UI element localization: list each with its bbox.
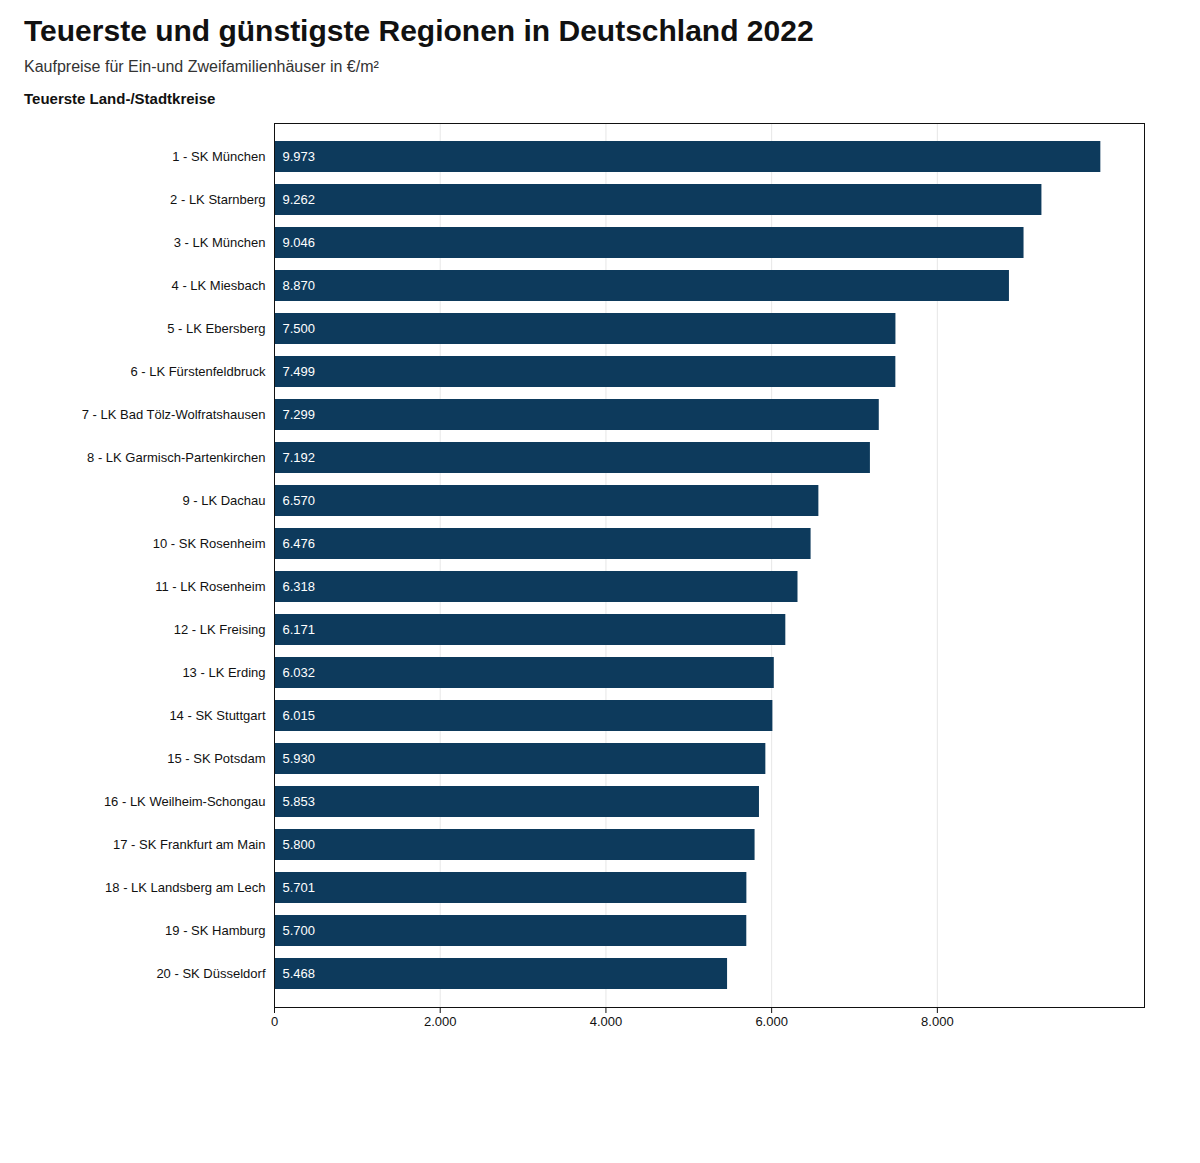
svg-text:5.800: 5.800 xyxy=(283,837,316,852)
svg-text:4 - LK Miesbach: 4 - LK Miesbach xyxy=(172,278,266,293)
svg-text:7.299: 7.299 xyxy=(283,407,316,422)
svg-text:20 - SK Düsseldorf: 20 - SK Düsseldorf xyxy=(156,966,265,981)
svg-text:9.973: 9.973 xyxy=(283,149,316,164)
svg-text:9 - LK Dachau: 9 - LK Dachau xyxy=(182,493,265,508)
svg-text:10 - SK Rosenheim: 10 - SK Rosenheim xyxy=(153,536,266,551)
svg-text:0: 0 xyxy=(271,1014,278,1029)
svg-text:8 - LK Garmisch-Partenkirchen: 8 - LK Garmisch-Partenkirchen xyxy=(87,450,265,465)
svg-text:5.930: 5.930 xyxy=(283,751,316,766)
svg-text:7.500: 7.500 xyxy=(283,321,316,336)
svg-text:5.700: 5.700 xyxy=(283,923,316,938)
svg-text:16 - LK Weilheim-Schongau: 16 - LK Weilheim-Schongau xyxy=(104,794,266,809)
svg-text:18 - LK Landsberg am Lech: 18 - LK Landsberg am Lech xyxy=(105,880,265,895)
svg-text:6.000: 6.000 xyxy=(755,1014,788,1029)
html-text:Teuerste Land-/Stadtkreise: Teuerste Land-/Stadtkreise xyxy=(24,90,216,107)
svg-text:19 - SK Hamburg: 19 - SK Hamburg xyxy=(165,923,265,938)
svg-text:8.870: 8.870 xyxy=(283,278,316,293)
svg-text:1 - SK München: 1 - SK München xyxy=(172,149,265,164)
html-text:Kaufpreise für Ein-und Zweifam: Kaufpreise für Ein-und Zweifamilienhäuse… xyxy=(24,58,379,75)
svg-text:8.000: 8.000 xyxy=(921,1014,954,1029)
svg-text:5.468: 5.468 xyxy=(283,966,316,981)
svg-text:6.318: 6.318 xyxy=(283,579,316,594)
svg-text:14 - SK Stuttgart: 14 - SK Stuttgart xyxy=(169,708,265,723)
svg-text:7.192: 7.192 xyxy=(283,450,316,465)
svg-text:7 - LK Bad Tölz-Wolfratshausen: 7 - LK Bad Tölz-Wolfratshausen xyxy=(82,407,266,422)
svg-text:6.032: 6.032 xyxy=(283,665,316,680)
svg-text:12 - LK Freising: 12 - LK Freising xyxy=(174,622,266,637)
svg-text:17 - SK Frankfurt am Main: 17 - SK Frankfurt am Main xyxy=(113,837,265,852)
svg-text:6.570: 6.570 xyxy=(283,493,316,508)
svg-text:11 - LK Rosenheim: 11 - LK Rosenheim xyxy=(155,579,265,594)
svg-text:4.000: 4.000 xyxy=(590,1014,623,1029)
svg-text:5 - LK Ebersberg: 5 - LK Ebersberg xyxy=(167,321,265,336)
svg-text:13 - LK Erding: 13 - LK Erding xyxy=(182,665,265,680)
svg-text:7.499: 7.499 xyxy=(283,364,316,379)
svg-text:15 - SK Potsdam: 15 - SK Potsdam xyxy=(167,751,265,766)
svg-text:5.853: 5.853 xyxy=(283,794,316,809)
svg-text:5.701: 5.701 xyxy=(283,880,316,895)
html-text:Teuerste und günstigste Region: Teuerste und günstigste Regionen in Deut… xyxy=(24,14,814,47)
svg-text:2.000: 2.000 xyxy=(424,1014,457,1029)
svg-text:6.171: 6.171 xyxy=(283,622,316,637)
svg-text:9.262: 9.262 xyxy=(283,192,316,207)
svg-text:6 - LK Fürstenfeldbruck: 6 - LK Fürstenfeldbruck xyxy=(130,364,266,379)
svg-text:9.046: 9.046 xyxy=(283,235,316,250)
svg-text:2 - LK Starnberg: 2 - LK Starnberg xyxy=(170,192,265,207)
svg-text:3 - LK München: 3 - LK München xyxy=(174,235,266,250)
svg-text:6.476: 6.476 xyxy=(283,536,316,551)
svg-text:6.015: 6.015 xyxy=(283,708,316,723)
